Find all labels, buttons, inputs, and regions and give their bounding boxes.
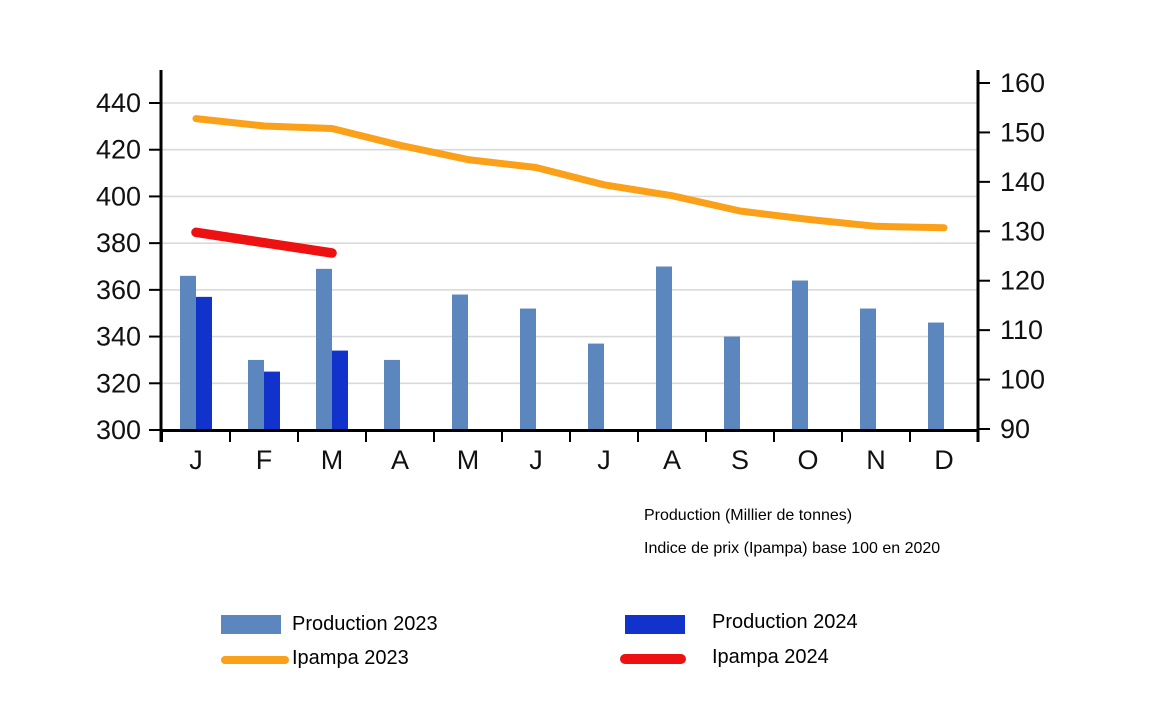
- left-axis-tick-label: 320: [96, 368, 141, 398]
- left-axis-tick-label: 380: [96, 228, 141, 258]
- bar-production-2023: [860, 308, 876, 429]
- x-axis-month-label: A: [663, 445, 681, 475]
- x-axis-month-label: O: [797, 445, 818, 475]
- x-axis-month-label: J: [529, 445, 543, 475]
- x-axis-month-label: J: [597, 445, 611, 475]
- legend-swatch-production-2024-icon: [625, 615, 685, 634]
- x-axis-month-label: M: [457, 445, 480, 475]
- left-axis-tick-label: 400: [96, 181, 141, 211]
- right-axis-tick-label: 120: [1000, 266, 1045, 296]
- x-axis-month-label: J: [189, 445, 203, 475]
- legend-swatch-ipampa-2023-icon: [221, 656, 289, 664]
- bar-production-2023: [248, 359, 264, 429]
- bar-production-2024: [264, 371, 280, 429]
- bar-production-2023: [656, 266, 672, 429]
- left-axis-tick-label: 340: [96, 322, 141, 352]
- left-axis-tick-label: 440: [96, 88, 141, 118]
- bar-production-2023: [588, 343, 604, 429]
- bar-production-2024: [196, 296, 212, 429]
- line-ipampa-2023: [192, 115, 948, 232]
- bar-production-2023: [452, 294, 468, 429]
- bar-production-2024: [332, 350, 348, 429]
- bar-production-2023: [792, 280, 808, 429]
- x-axis-month-label: N: [866, 445, 886, 475]
- right-axis-tick-label: 150: [1000, 117, 1045, 147]
- bar-production-2023: [180, 275, 196, 429]
- x-axis-month-label: S: [731, 445, 749, 475]
- left-axis-tick-label: 360: [96, 275, 141, 305]
- legend-label-ipampa-2023: Ipampa 2023: [292, 647, 409, 669]
- x-axis-month-label: D: [934, 445, 954, 475]
- bar-production-2023: [520, 308, 536, 429]
- left-axis-tick-label: 300: [96, 415, 141, 445]
- legend-label-production-2023: Production 2023: [292, 613, 438, 635]
- legend-swatch-ipampa-2024-icon: [620, 654, 686, 664]
- x-axis-month-label: A: [391, 445, 409, 475]
- line-ipampa-2024: [191, 227, 337, 258]
- right-axis-tick-label: 100: [1000, 365, 1045, 395]
- right-axis-tick-label: 90: [1000, 414, 1030, 444]
- legend-swatch-production-2023-icon: [221, 615, 281, 634]
- price-axis-caption: Indice de prix (Ipampa) base 100 en 2020: [644, 540, 941, 557]
- chart-canvas: 300 320 340 360 380 400 420 440 90 100 110 120 130 14…: [96, 68, 1045, 475]
- bar-production-2023: [724, 336, 740, 429]
- right-axis-tick-label: 110: [1000, 315, 1043, 345]
- bar-production-2023: [384, 359, 400, 429]
- right-axis-tick-label: 140: [1000, 167, 1045, 197]
- right-axis-tick-label: 130: [1000, 216, 1045, 246]
- right-axis-tick-label: 160: [1000, 68, 1045, 98]
- left-axis-tick-label: 420: [96, 135, 141, 165]
- x-axis-month-label: M: [321, 445, 344, 475]
- legend-label-production-2024: Production 2024: [712, 611, 858, 633]
- legend-label-ipampa-2024: Ipampa 2024: [712, 646, 829, 668]
- x-axis-month-label: F: [256, 445, 273, 475]
- bar-production-2023: [928, 322, 944, 429]
- axis-captions: Production (Millier de tonnes) Indice de…: [644, 499, 940, 565]
- bar-production-2023: [316, 268, 332, 429]
- production-axis-caption: Production (Millier de tonnes): [644, 507, 853, 524]
